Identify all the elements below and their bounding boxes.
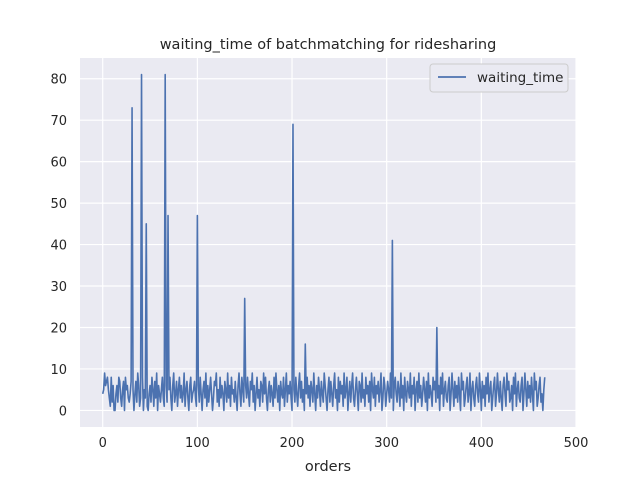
y-tick-label: 70 xyxy=(50,114,67,129)
y-tick-label: 40 xyxy=(50,239,67,254)
y-tick-label: 30 xyxy=(50,280,67,295)
y-axis: 0 10 20 30 40 50 60 70 80 xyxy=(50,73,67,420)
x-tick-label: 0 xyxy=(99,436,107,451)
y-tick-label: 0 xyxy=(59,404,67,419)
x-axis: 0 100 200 300 400 500 xyxy=(99,436,589,451)
x-tick-label: 100 xyxy=(185,436,210,451)
grid xyxy=(80,58,577,427)
series-line-waiting-time xyxy=(101,73,546,412)
x-tick-label: 300 xyxy=(374,436,399,451)
legend: waiting_time xyxy=(429,63,569,93)
x-tick-label: 400 xyxy=(469,436,494,451)
chart-title: waiting_time of batchmatching for ridesh… xyxy=(160,37,497,53)
legend-label-waiting-time: waiting_time xyxy=(477,70,563,86)
y-tick-label: 20 xyxy=(50,321,67,336)
x-tick-label: 200 xyxy=(280,436,305,451)
y-tick-label: 80 xyxy=(50,73,67,88)
legend-box xyxy=(429,63,569,93)
y-tick-label: 60 xyxy=(50,156,67,171)
y-tick-label: 10 xyxy=(50,363,67,378)
plot-area xyxy=(80,58,576,427)
x-axis-label: orders xyxy=(305,459,351,475)
y-tick-label: 50 xyxy=(50,197,67,212)
x-tick-label: 500 xyxy=(564,436,589,451)
series-lines xyxy=(101,73,546,412)
